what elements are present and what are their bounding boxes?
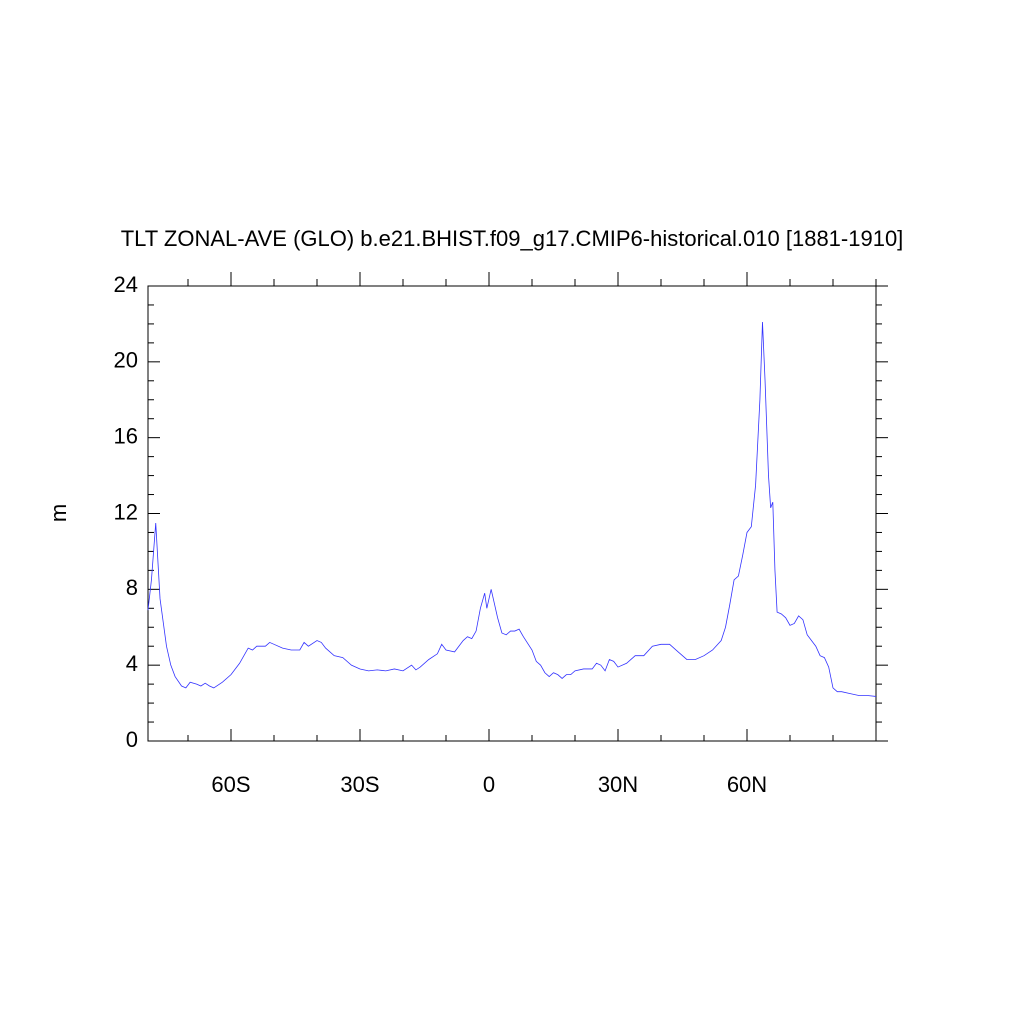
x-tick-label: 60S xyxy=(211,772,250,797)
x-tick-label: 30N xyxy=(598,772,638,797)
y-tick-label: 8 xyxy=(126,575,138,600)
x-tick-label: 0 xyxy=(483,772,495,797)
y-tick-label: 12 xyxy=(114,499,138,524)
y-tick-label: 20 xyxy=(114,348,138,373)
chart-title: TLT ZONAL-AVE (GLO) b.e21.BHIST.f09_g17.… xyxy=(121,226,904,251)
y-axis-label: m xyxy=(46,504,71,522)
y-tick-label: 16 xyxy=(114,423,138,448)
y-tick-label: 0 xyxy=(126,727,138,752)
y-tick-label: 4 xyxy=(126,651,138,676)
y-tick-label: 24 xyxy=(114,272,138,297)
x-tick-label: 60N xyxy=(727,772,767,797)
data-line xyxy=(147,322,877,697)
x-tick-label: 30S xyxy=(340,772,379,797)
